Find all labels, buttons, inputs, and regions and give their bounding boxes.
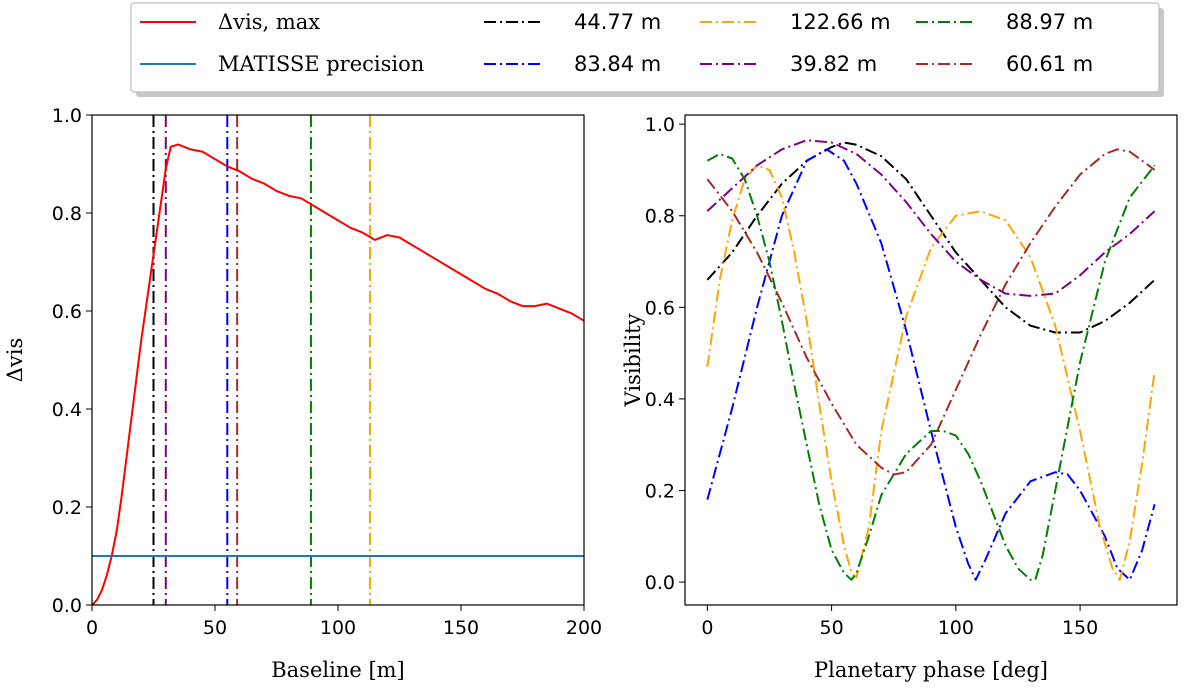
left-x-tick-label-2: 100: [320, 617, 356, 639]
right-y-tick-label-2: 0.4: [645, 389, 675, 411]
right-series-5: [706, 148, 1156, 476]
right-x-tick-label-1: 50: [820, 617, 844, 639]
left-y-tick-label-5: 1.0: [52, 105, 82, 127]
right-y-tick-label-5: 1.0: [645, 114, 675, 136]
right-plot-frame: [684, 114, 1178, 606]
right-y-axis-label: Visibility: [621, 313, 645, 407]
legend-label-6: 88.97 m: [1006, 10, 1093, 34]
right-x-tick-label-0: 0: [701, 617, 713, 639]
legend-label-0: Δvis, max: [218, 10, 320, 34]
left-y-tick-label-2: 0.4: [52, 399, 82, 421]
right-series-2: [706, 164, 1156, 581]
legend: Δvis, max MATISSE precision 44.77 m 83.84 m…: [130, 2, 1164, 97]
right-y-tick-label-3: 0.6: [645, 297, 675, 319]
left-y-tick-label-3: 0.6: [52, 301, 82, 323]
right-x-tick-label-3: 150: [1062, 617, 1098, 639]
right-y-tick-label-1: 0.2: [645, 481, 675, 503]
left-chart: 0 50 100 150 200 0.0 0.2 0.4 0.6 0.8 1.0 Baseline …: [3, 105, 602, 682]
left-x-tick-label-1: 50: [203, 617, 227, 639]
left-x-tick-label-4: 200: [566, 617, 602, 639]
right-x-axis-label: Planetary phase [deg]: [814, 658, 1048, 682]
right-series-4: [706, 152, 1156, 581]
legend-label-2: 44.77 m: [574, 10, 661, 34]
left-y-tick-label-1: 0.2: [52, 497, 82, 519]
left-x-axis-label: Baseline [m]: [271, 658, 405, 682]
legend-label-7: 60.61 m: [1006, 52, 1093, 76]
right-chart: 0 50 100 150 0.0 0.2 0.4 0.6 0.8 1.0 Planetary ph…: [621, 114, 1178, 682]
right-series-0: [706, 141, 1156, 334]
right-series-3: [706, 139, 1156, 297]
legend-label-4: 122.66 m: [790, 10, 891, 34]
left-y-axis-label: Δvis: [3, 338, 27, 383]
left-y-tick-label-4: 0.8: [52, 203, 82, 225]
legend-label-5: 39.82 m: [790, 52, 877, 76]
left-x-tick-label-0: 0: [86, 617, 98, 639]
left-x-tick-label-3: 150: [443, 617, 479, 639]
right-series-1: [706, 148, 1156, 581]
left-series-0: [92, 143, 584, 605]
right-y-tick-label-0: 0.0: [645, 572, 675, 594]
legend-label-1: MATISSE precision: [218, 52, 424, 76]
right-y-tick-label-4: 0.8: [645, 206, 675, 228]
legend-frame: [130, 2, 1160, 93]
right-x-tick-label-2: 100: [938, 617, 974, 639]
legend-label-3: 83.84 m: [574, 52, 661, 76]
left-y-tick-label-0: 0.0: [52, 595, 82, 617]
